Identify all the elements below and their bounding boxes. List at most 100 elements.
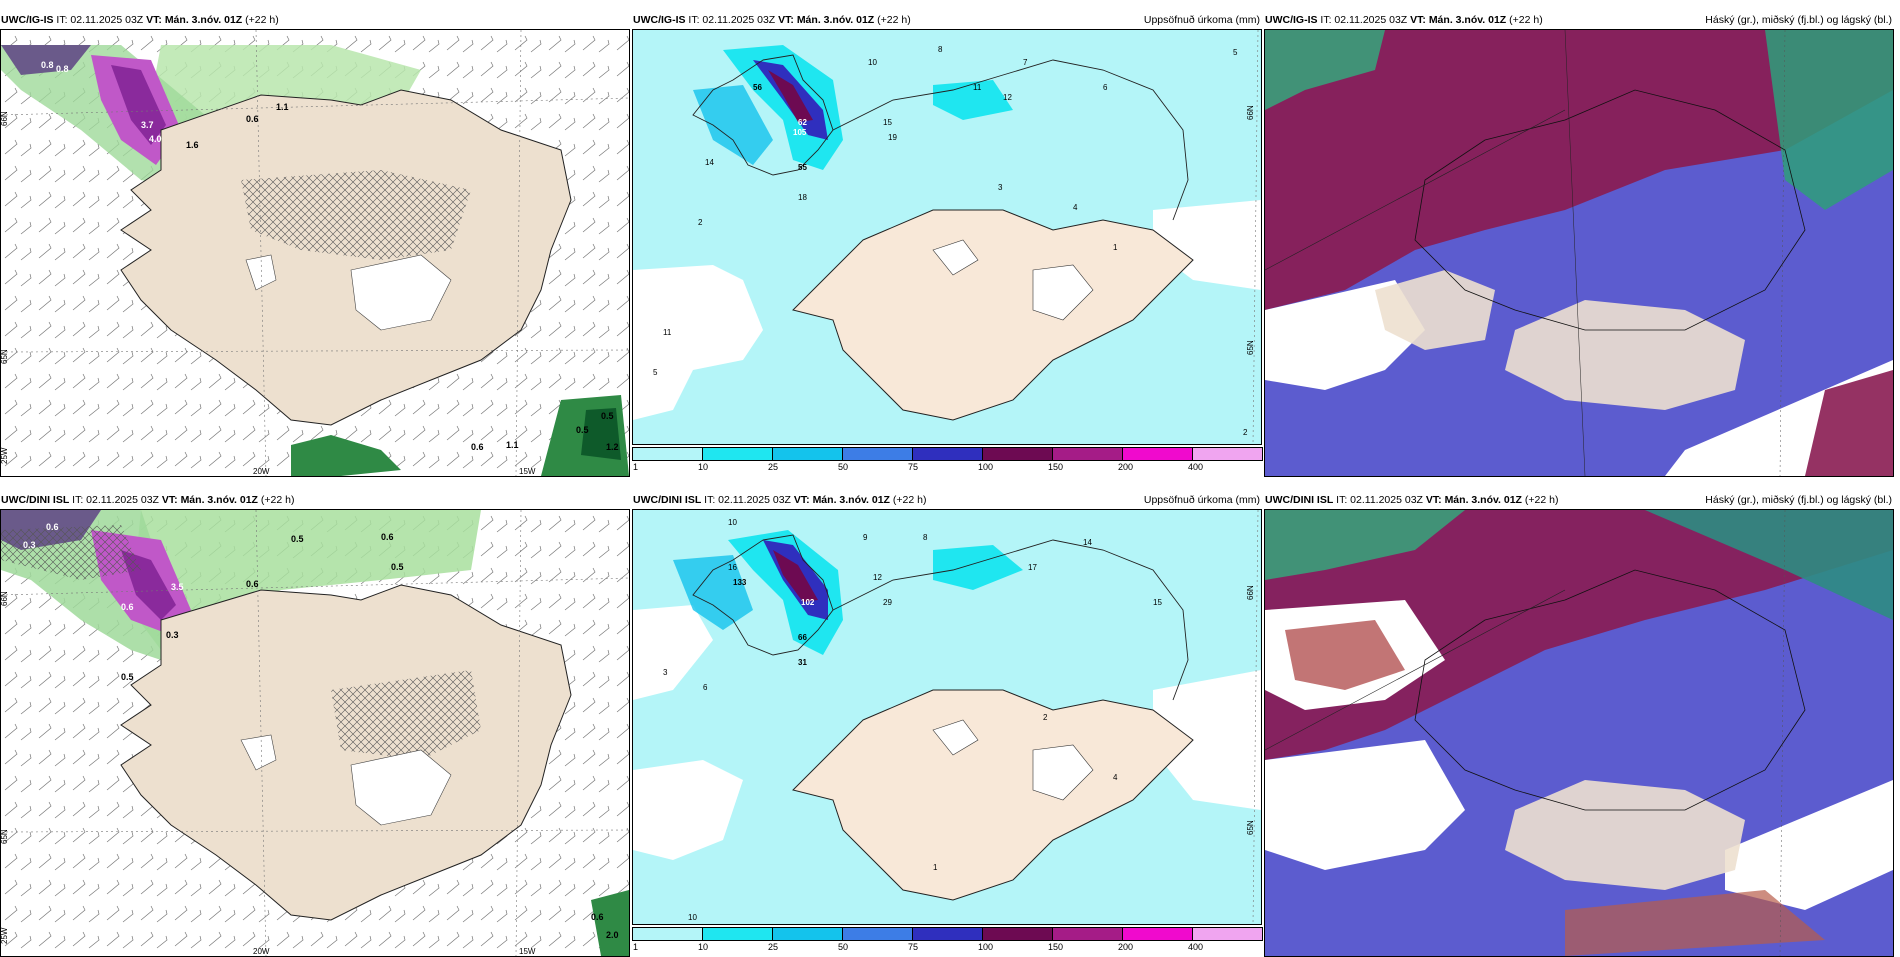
- precip-value-labels: 1.6 0.6 1.1 0.5 0.6 1.1 0.5 1.2: [186, 102, 619, 452]
- svg-text:1: 1: [933, 863, 938, 872]
- panel-bottom-precip: UWC/DINI ISL IT: 02.11.2025 03Z VT: Mán.…: [632, 492, 1263, 957]
- lon-label: 20W: [253, 467, 270, 476]
- svg-text:2.0: 2.0: [606, 930, 619, 940]
- colorbar-tick-label: 200: [1118, 942, 1134, 952]
- panel-title: UWC/IG-IS IT: 02.11.2025 03Z VT: Mán. 3.…: [632, 12, 1262, 29]
- colorbar-swatch: [982, 447, 1053, 461]
- svg-text:0.6: 0.6: [246, 579, 259, 589]
- svg-text:2: 2: [1243, 428, 1248, 437]
- svg-text:4.0: 4.0: [149, 134, 162, 144]
- cloud-map-svg: [1265, 30, 1893, 476]
- field-title: Uppsöfnuð úrkoma (mm): [1143, 14, 1260, 26]
- panel-top-cloud: UWC/IG-IS IT: 02.11.2025 03Z VT: Mán. 3.…: [1264, 12, 1894, 477]
- lead-time: (+22 h): [245, 14, 279, 26]
- svg-text:3: 3: [663, 668, 668, 677]
- colorbar-tick-label: 400: [1188, 462, 1204, 472]
- colorbar-tick-label: 1: [633, 462, 639, 472]
- lat-label: 66N: [1, 111, 9, 126]
- panel-title: UWC/DINI ISL IT: 02.11.2025 03Z VT: Mán.…: [632, 492, 1262, 509]
- svg-text:14: 14: [1083, 538, 1092, 547]
- colorbar-tick-label: 10: [698, 462, 709, 472]
- svg-text:62: 62: [798, 118, 807, 127]
- svg-text:0.6: 0.6: [471, 442, 484, 452]
- colorbar-swatch: [912, 927, 983, 941]
- lon-label: 20W: [253, 947, 270, 956]
- issue-time: IT: 02.11.2025 03Z: [56, 14, 144, 26]
- colorbar-tick-label: 1: [633, 942, 639, 952]
- colorbar-tick-label: 100: [978, 462, 994, 472]
- lat-label: 65N: [1, 349, 9, 364]
- panel-title: UWC/IG-IS IT: 02.11.2025 03Z VT: Mán. 3.…: [1, 14, 279, 26]
- colorbar-swatch: [772, 927, 843, 941]
- colorbar-tick-label: 25: [768, 462, 779, 472]
- svg-text:0.5: 0.5: [576, 425, 589, 435]
- colorbar-swatch: [1052, 927, 1123, 941]
- precip-colorbar: 1 10 25 50 75 100 150 200 400: [632, 927, 1263, 955]
- cloud-map: [1264, 509, 1894, 957]
- svg-text:0.6: 0.6: [121, 602, 134, 612]
- colorbar-swatch: [1122, 447, 1193, 461]
- svg-text:18: 18: [798, 193, 807, 202]
- colorbar-tick-label: 50: [838, 942, 849, 952]
- svg-text:0.8: 0.8: [56, 64, 69, 74]
- svg-text:0.5: 0.5: [391, 562, 404, 572]
- svg-text:105: 105: [793, 128, 807, 137]
- colorbar-swatch: [842, 927, 913, 941]
- svg-text:5: 5: [1233, 48, 1238, 57]
- svg-text:10: 10: [868, 58, 877, 67]
- colorbar-tick-label: 100: [978, 942, 994, 952]
- svg-text:10: 10: [688, 913, 697, 922]
- svg-text:11: 11: [973, 83, 982, 92]
- precip-value-labels: 10 9 8 12 16 14 102 133 29 66 31 17 15 6…: [663, 518, 1162, 922]
- svg-text:31: 31: [798, 658, 807, 667]
- svg-text:11: 11: [663, 328, 672, 337]
- svg-text:2: 2: [698, 218, 703, 227]
- svg-text:0.6: 0.6: [381, 532, 394, 542]
- colorbar-swatch: [842, 447, 913, 461]
- svg-text:19: 19: [888, 133, 897, 142]
- colorbar-tick-label: 50: [838, 462, 849, 472]
- colorbar-swatch: [912, 447, 983, 461]
- svg-text:0.8: 0.8: [41, 60, 54, 70]
- svg-text:3.7: 3.7: [141, 120, 154, 130]
- svg-text:29: 29: [883, 598, 892, 607]
- cloud-map: [1264, 29, 1894, 477]
- lat-label: 66N: [1246, 585, 1255, 600]
- precip-map-svg: 10 8 7 6 5 11 105 62 56 15 19 12 55 18 1…: [633, 30, 1261, 444]
- field-title: Háský (gr.), miðský (fj.bl.) og lágský (…: [1705, 494, 1892, 506]
- lat-label: 65N: [1246, 340, 1255, 355]
- colorbar-tick-label: 150: [1048, 462, 1064, 472]
- svg-text:7: 7: [1023, 58, 1028, 67]
- colorbar-swatch: [702, 927, 773, 941]
- lat-label: 66N: [1, 591, 9, 606]
- svg-text:2: 2: [1043, 713, 1048, 722]
- colorbar-swatch: [982, 927, 1053, 941]
- panel-title: UWC/IG-IS IT: 02.11.2025 03Z VT: Mán. 3.…: [1264, 12, 1894, 29]
- svg-text:0.5: 0.5: [601, 411, 614, 421]
- model-name: UWC/IG-IS: [1, 14, 54, 26]
- svg-text:0.6: 0.6: [246, 114, 259, 124]
- svg-text:3: 3: [998, 183, 1003, 192]
- panel-bottom-wind: UWC/DINI ISL IT: 02.11.2025 03Z VT: Mán.…: [0, 492, 630, 957]
- lon-label: 25W: [1, 927, 9, 944]
- valid-time: Mán. 3.nóv. 01Z: [164, 14, 243, 26]
- precip-value-labels: 10 8 7 6 5 11 105 62 56 15 19 12 55 18 1…: [653, 45, 1248, 437]
- colorbar-swatch: [1122, 927, 1193, 941]
- panel-title: UWC/DINI ISL IT: 02.11.2025 03Z VT: Mán.…: [1, 494, 295, 506]
- svg-text:0.6: 0.6: [591, 912, 604, 922]
- precip-map: 10 9 8 12 16 14 102 133 29 66 31 17 15 6…: [632, 509, 1262, 925]
- lat-label: 65N: [1246, 820, 1255, 835]
- svg-text:16: 16: [728, 563, 737, 572]
- svg-text:14: 14: [705, 158, 714, 167]
- svg-text:17: 17: [1028, 563, 1037, 572]
- svg-text:1.2: 1.2: [606, 442, 619, 452]
- colorbar-tick-label: 10: [698, 942, 709, 952]
- cloud-map-svg: [1265, 510, 1893, 956]
- precip-value-labels: 0.5 0.6 0.5 0.6 0.3 0.5 0.6 2.0: [121, 532, 619, 940]
- svg-text:9: 9: [863, 533, 868, 542]
- svg-text:0.5: 0.5: [291, 534, 304, 544]
- lon-label: 15W: [519, 467, 536, 476]
- panel-top-precip: UWC/IG-IS IT: 02.11.2025 03Z VT: Mán. 3.…: [632, 12, 1263, 477]
- svg-text:0.3: 0.3: [166, 630, 179, 640]
- svg-text:8: 8: [923, 533, 928, 542]
